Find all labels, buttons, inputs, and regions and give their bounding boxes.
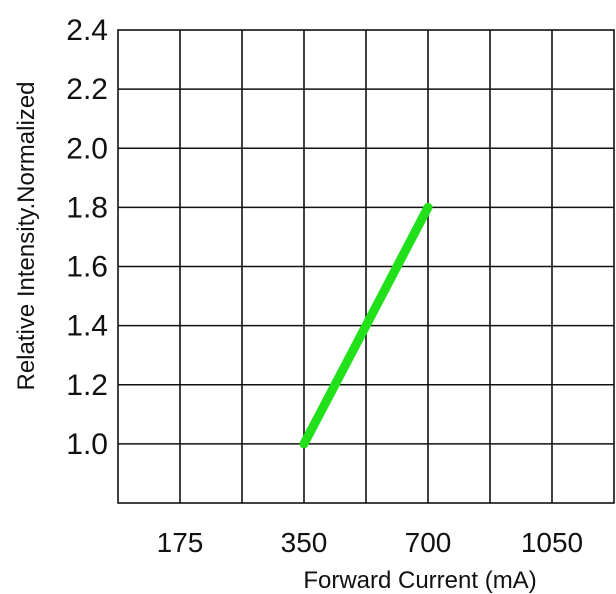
- x-tick-labels: 175 350 700 1050: [157, 527, 584, 558]
- x-tick-label: 1050: [521, 527, 583, 558]
- y-tick-label: 2.4: [66, 14, 108, 47]
- series-layer: [299, 202, 433, 449]
- y-tick-label: 1.4: [66, 310, 108, 343]
- y-tick-label: 2.0: [66, 132, 108, 165]
- y-axis-title: Relative Intensity.Normalized: [13, 81, 40, 390]
- y-tick-label: 1.8: [66, 191, 108, 224]
- y-tick-label: 1.0: [66, 428, 108, 461]
- y-tick-labels: 1.0 1.2 1.4 1.6 1.8 2.0 2.2 2.4: [66, 14, 108, 461]
- x-axis-title: Forward Current (mA): [303, 567, 536, 594]
- y-tick-label: 1.2: [66, 369, 108, 402]
- y-tick-label: 1.6: [66, 251, 108, 284]
- intensity-series-line: [299, 202, 433, 449]
- y-tick-label: 2.2: [66, 73, 108, 106]
- x-tick-label: 350: [281, 527, 328, 558]
- grid: [117, 29, 615, 504]
- x-tick-label: 700: [405, 527, 452, 558]
- x-tick-label: 175: [157, 527, 204, 558]
